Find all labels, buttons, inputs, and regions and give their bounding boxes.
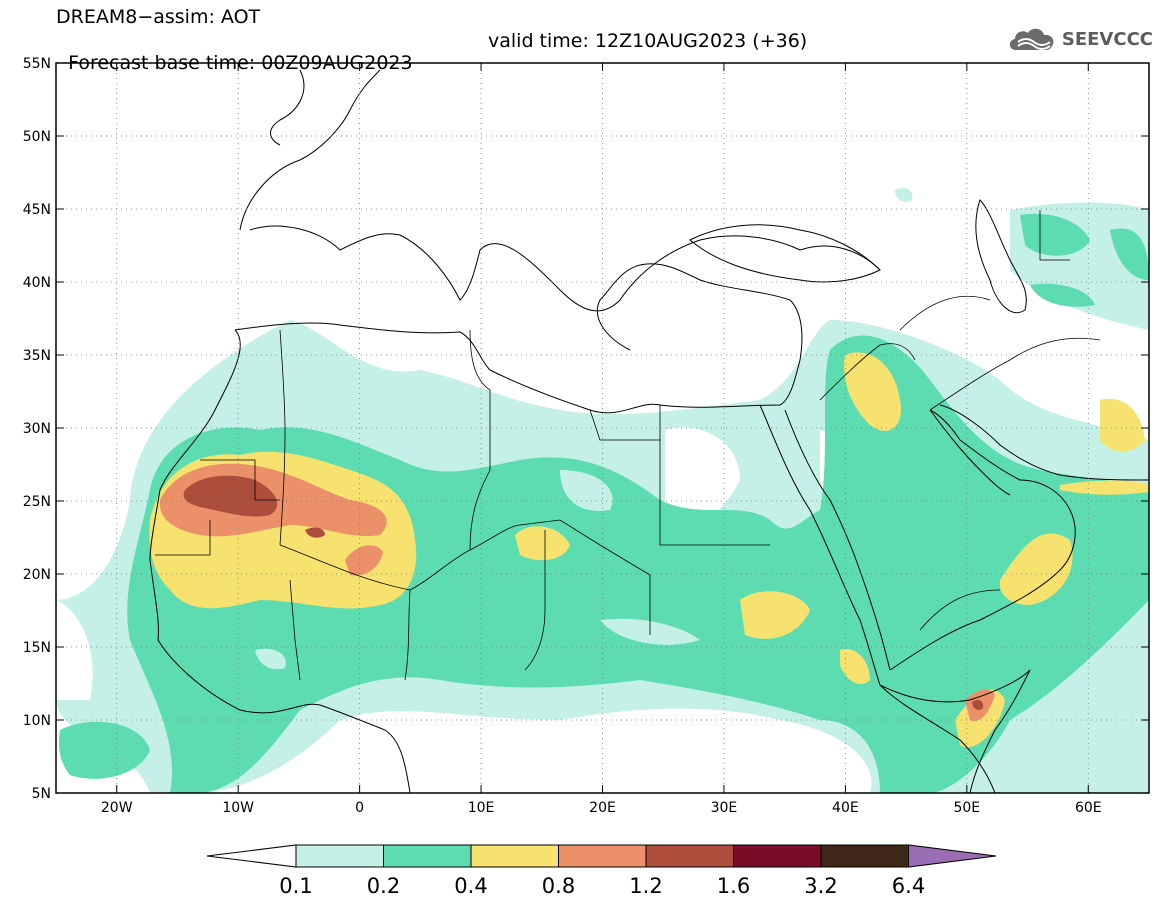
cloud-icon	[1009, 28, 1054, 50]
colorbar-label: 1.2	[629, 874, 662, 898]
colorbar-bin	[645, 844, 734, 868]
colorbar-bin	[470, 844, 559, 868]
colorbar-label: 0.4	[454, 874, 487, 898]
colorbar-over-arrow	[908, 844, 997, 868]
chart-title: DREAM8−assim: AOT	[56, 6, 261, 28]
colorbar-bin	[820, 844, 909, 868]
colorbar: 0.1 0.2 0.4 0.8 1.2 1.6 3.2 6.4	[206, 844, 997, 898]
lat-label: 25N	[23, 494, 51, 510]
lat-label: 35N	[23, 348, 51, 364]
lat-label: 10N	[23, 713, 51, 729]
lat-label: 5N	[32, 786, 51, 802]
colorbar-label: 0.2	[367, 874, 400, 898]
longitude-labels: 20W 10W 0 10E 20E 30E 40E 50E 60E	[101, 800, 1102, 816]
lon-label: 60E	[1075, 800, 1102, 816]
colorbar-label: 0.1	[279, 874, 312, 898]
lat-label: 50N	[23, 129, 51, 145]
lon-label: 40E	[832, 800, 859, 816]
logo-text: SEEVCCC	[1061, 28, 1153, 50]
colorbar-bin	[383, 844, 472, 868]
lat-label: 30N	[23, 421, 51, 437]
latitude-labels: 55N 50N 45N 40N 35N 30N 25N 20N 15N 10N 5N	[23, 56, 51, 802]
colorbar-bin	[558, 844, 647, 868]
aot-contour-field	[56, 188, 1149, 793]
seevccc-logo: SEEVCCC	[1006, 22, 1153, 56]
colorbar-label: 0.8	[542, 874, 575, 898]
axis-ticks	[56, 62, 1149, 794]
graticule	[56, 63, 1149, 793]
colorbar-label: 3.2	[804, 874, 837, 898]
lon-label: 50E	[953, 800, 980, 816]
lat-label: 45N	[23, 202, 51, 218]
colorbar-under-arrow	[206, 844, 297, 868]
colorbar-label: 6.4	[892, 874, 925, 898]
lon-label: 30E	[711, 800, 738, 816]
lon-label: 20E	[589, 800, 616, 816]
lon-label: 20W	[101, 800, 133, 816]
colorbar-bin	[733, 844, 822, 868]
lat-label: 40N	[23, 275, 51, 291]
lat-label: 55N	[23, 56, 51, 72]
colorbar-bin	[295, 844, 384, 868]
coastlines-borders	[149, 69, 1149, 793]
lat-label: 15N	[23, 640, 51, 656]
lon-label: 0	[355, 800, 364, 816]
lon-label: 10W	[222, 800, 254, 816]
valid-time: valid time: 12Z10AUG2023 (+36)	[488, 30, 808, 52]
colorbar-label: 1.6	[717, 874, 750, 898]
lon-label: 10E	[468, 800, 495, 816]
lat-label: 20N	[23, 567, 51, 583]
